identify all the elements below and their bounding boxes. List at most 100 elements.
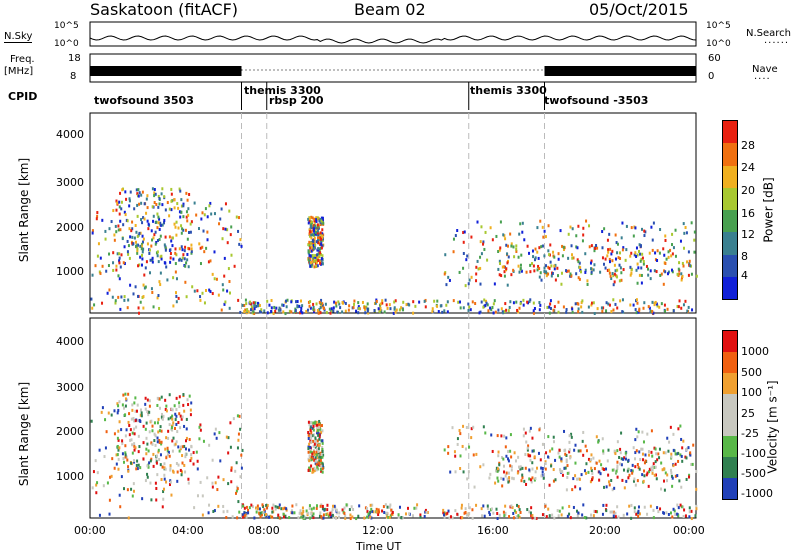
scatter-cell — [281, 507, 284, 511]
scatter-cell — [622, 246, 625, 250]
scatter-cell — [314, 436, 317, 440]
scatter-cell — [689, 453, 692, 457]
scatter-cell — [529, 454, 532, 458]
scatter-cell — [307, 249, 310, 253]
scatter-cell — [379, 308, 382, 312]
scatter-cell — [157, 450, 160, 454]
scatter-cell — [535, 516, 538, 520]
scatter-cell — [169, 466, 172, 470]
scatter-cell — [143, 202, 146, 206]
scatter-cell — [189, 459, 192, 463]
scatter-cell — [223, 256, 226, 260]
scatter-cell — [562, 245, 565, 249]
scatter-cell — [590, 244, 593, 248]
scatter-cell — [426, 511, 429, 515]
scatter-cell — [100, 410, 103, 414]
scatter-cell — [338, 511, 341, 515]
scatter-cell — [391, 510, 394, 514]
scatter-cell — [575, 234, 578, 238]
scatter-cell — [456, 442, 459, 446]
colorbar-segment — [723, 121, 737, 144]
scatter-cell — [312, 452, 315, 456]
scatter-cell — [660, 487, 663, 491]
scatter-cell — [156, 473, 159, 477]
scatter-cell — [130, 438, 133, 442]
scatter-cell — [565, 488, 568, 492]
scatter-cell — [282, 303, 285, 307]
scatter-cell — [510, 242, 513, 246]
scatter-cell — [367, 311, 370, 315]
scatter-cell — [659, 507, 662, 511]
scatter-cell — [140, 218, 143, 222]
scatter-cell — [667, 449, 670, 453]
scatter-cell — [326, 508, 329, 512]
scatter-cell — [151, 260, 154, 264]
scatter-cell — [619, 256, 622, 260]
scatter-cell — [178, 210, 181, 214]
scatter-cell — [162, 414, 165, 418]
scatter-cell — [274, 507, 277, 511]
scatter-cell — [262, 510, 265, 514]
scatter-cell — [590, 453, 593, 457]
scatter-cell — [511, 506, 514, 510]
scatter-cell — [680, 485, 683, 489]
scatter-cell — [136, 203, 139, 207]
scatter-cell — [299, 311, 302, 315]
scatter-cell — [589, 261, 592, 265]
scatter-cell — [181, 227, 184, 231]
scatter-cell — [108, 227, 111, 231]
scatter-cell — [318, 435, 321, 439]
scatter-cell — [647, 267, 650, 271]
scatter-cell — [541, 466, 544, 470]
scatter-cell — [312, 238, 315, 242]
scatter-cell — [695, 274, 698, 278]
scatter-cell — [155, 203, 158, 207]
scatter-cell — [133, 401, 136, 405]
scatter-cell — [651, 471, 654, 475]
scatter-cell — [142, 295, 145, 299]
scatter-cell — [146, 442, 149, 446]
scatter-cell — [315, 453, 318, 457]
scatter-cell — [141, 257, 144, 261]
scatter-cell — [634, 465, 637, 469]
scatter-cell — [189, 222, 192, 226]
scatter-cell — [280, 507, 283, 511]
scatter-cell — [213, 509, 216, 513]
scatter-cell — [180, 473, 183, 477]
scatter-cell — [384, 503, 387, 507]
scatter-cell — [310, 236, 313, 240]
scatter-cell — [587, 470, 590, 474]
scatter-cell — [131, 220, 134, 224]
scatter-cell — [486, 303, 489, 307]
scatter-cell — [423, 299, 426, 303]
scatter-cell — [149, 258, 152, 262]
scatter-cell — [367, 512, 370, 516]
scatter-cell — [514, 459, 517, 463]
scatter-cell — [285, 299, 288, 303]
scatter-cell — [300, 515, 303, 519]
scatter-cell — [665, 511, 668, 515]
scatter-cell — [647, 484, 650, 488]
scatter-cell — [684, 455, 687, 459]
nsky-tick-top: 10^5 — [54, 21, 79, 31]
scatter-cell — [636, 479, 639, 483]
scatter-cell — [320, 464, 323, 468]
scatter-cell — [630, 267, 633, 271]
scatter-cell — [156, 296, 159, 300]
scatter-cell — [548, 253, 551, 257]
scatter-cell — [299, 509, 302, 513]
scatter-cell — [241, 513, 244, 517]
scatter-cell — [462, 306, 465, 310]
scatter-cell — [636, 281, 639, 285]
scatter-cell — [309, 246, 312, 250]
scatter-cell — [566, 514, 569, 518]
scatter-cell — [466, 254, 469, 258]
scatter-cell — [517, 310, 520, 314]
scatter-cell — [369, 510, 372, 514]
scatter-cell — [270, 298, 273, 302]
scatter-cell — [129, 190, 132, 194]
scatter-cell — [105, 430, 108, 434]
scatter-cell — [201, 291, 204, 295]
scatter-cell — [308, 244, 311, 248]
scatter-cell — [245, 515, 248, 519]
